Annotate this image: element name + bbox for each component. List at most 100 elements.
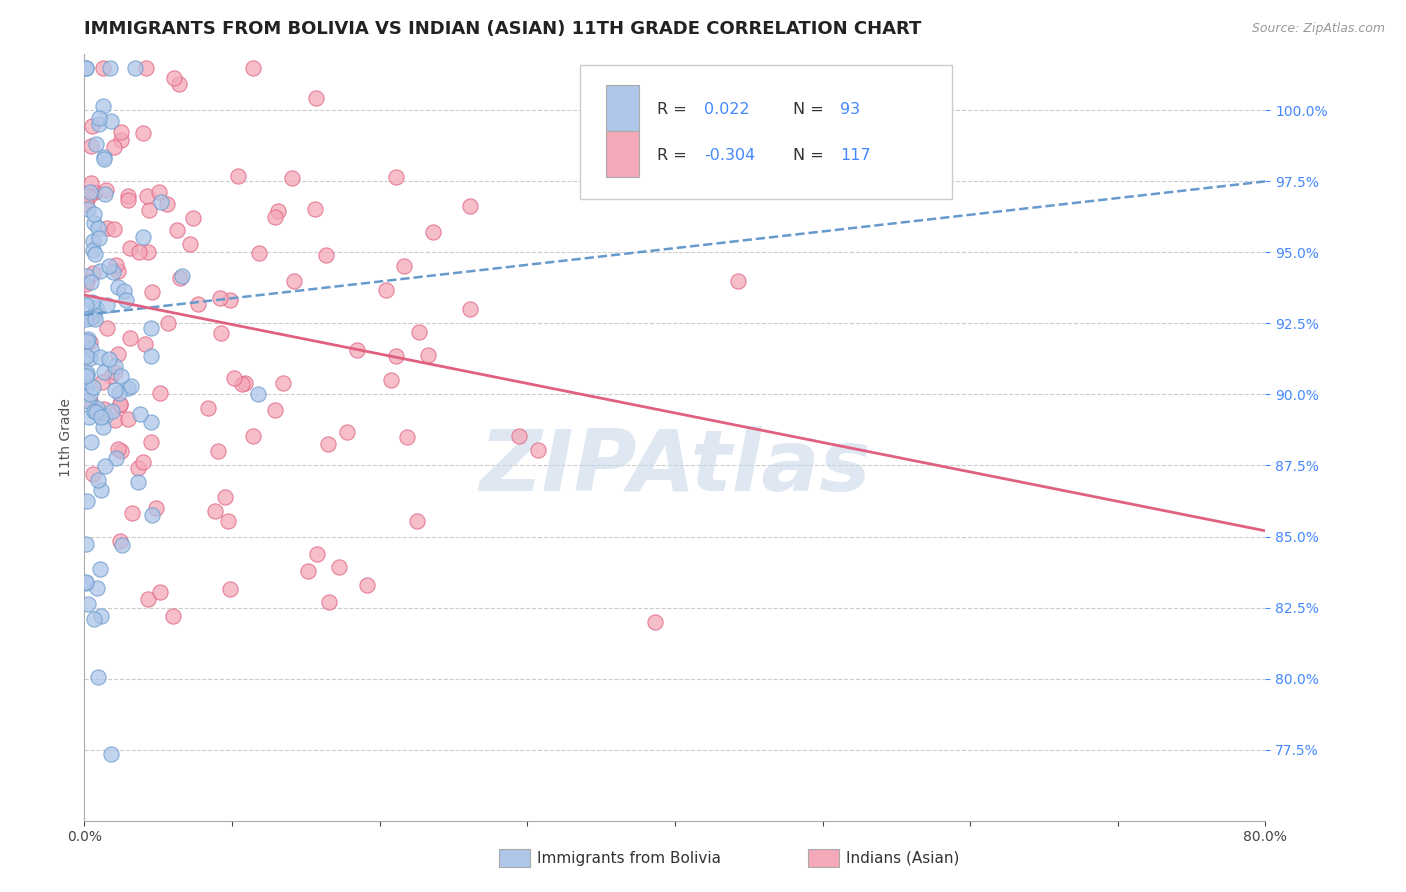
Point bbox=[87, 111, 110, 125]
Point bbox=[75, 61, 97, 75]
Point bbox=[104, 384, 127, 398]
Point bbox=[76, 274, 98, 288]
Point bbox=[124, 61, 146, 75]
Point bbox=[527, 443, 550, 458]
Point bbox=[87, 473, 110, 487]
Point bbox=[77, 394, 100, 409]
Point bbox=[141, 350, 163, 364]
Point bbox=[416, 348, 439, 362]
Point bbox=[336, 425, 359, 440]
Point bbox=[460, 199, 482, 213]
Point bbox=[281, 170, 304, 185]
Point bbox=[107, 442, 129, 456]
Point bbox=[87, 670, 110, 684]
Point bbox=[75, 277, 97, 291]
Point bbox=[121, 506, 143, 520]
Point bbox=[103, 412, 125, 426]
Point bbox=[141, 285, 163, 299]
Point bbox=[380, 373, 402, 387]
Text: N =: N = bbox=[793, 102, 824, 117]
Point bbox=[187, 296, 209, 310]
Point bbox=[110, 126, 132, 140]
Point bbox=[139, 434, 162, 449]
Point bbox=[75, 380, 97, 394]
Point bbox=[104, 450, 127, 465]
Point bbox=[316, 437, 339, 451]
Point bbox=[96, 320, 118, 334]
Point bbox=[112, 284, 135, 298]
Point bbox=[84, 301, 107, 315]
Point bbox=[79, 351, 101, 366]
Point bbox=[110, 369, 132, 384]
Point bbox=[98, 351, 121, 366]
Point bbox=[83, 185, 105, 199]
Point bbox=[76, 367, 98, 381]
Point bbox=[231, 376, 253, 391]
Point bbox=[266, 203, 288, 218]
Text: 117: 117 bbox=[841, 148, 870, 163]
Point bbox=[82, 467, 104, 481]
Point bbox=[396, 430, 419, 444]
Point bbox=[82, 244, 104, 258]
Point bbox=[89, 351, 111, 365]
Point bbox=[346, 343, 368, 357]
Text: Immigrants from Bolivia: Immigrants from Bolivia bbox=[537, 851, 721, 865]
Point bbox=[167, 77, 190, 91]
Text: IMMIGRANTS FROM BOLIVIA VS INDIAN (ASIAN) 11TH GRADE CORRELATION CHART: IMMIGRANTS FROM BOLIVIA VS INDIAN (ASIAN… bbox=[84, 21, 922, 38]
Point bbox=[117, 188, 139, 202]
Point bbox=[76, 332, 98, 346]
Point bbox=[305, 548, 328, 562]
Point bbox=[79, 387, 101, 401]
Point bbox=[226, 169, 249, 183]
Point bbox=[208, 291, 231, 305]
Point bbox=[75, 196, 97, 211]
Point bbox=[141, 508, 163, 522]
Point bbox=[86, 220, 108, 235]
Point bbox=[93, 152, 115, 166]
Point bbox=[305, 91, 328, 105]
Point bbox=[384, 349, 406, 363]
Point bbox=[374, 283, 396, 297]
Point bbox=[242, 429, 264, 443]
Point bbox=[197, 401, 219, 415]
Point bbox=[328, 560, 350, 574]
Point bbox=[100, 747, 122, 761]
Point bbox=[91, 61, 114, 75]
Point bbox=[131, 229, 153, 244]
Point bbox=[163, 70, 186, 85]
Point bbox=[75, 537, 97, 551]
Point bbox=[263, 211, 285, 225]
Point bbox=[76, 493, 98, 508]
Point bbox=[76, 192, 98, 206]
Point bbox=[75, 350, 97, 364]
Point bbox=[75, 298, 97, 312]
Point bbox=[96, 298, 118, 312]
Text: 93: 93 bbox=[841, 102, 860, 117]
Point bbox=[219, 293, 242, 308]
Point bbox=[105, 258, 128, 272]
Point bbox=[107, 264, 129, 278]
Point bbox=[217, 514, 239, 528]
Point bbox=[84, 137, 107, 152]
Point bbox=[93, 402, 115, 417]
Point bbox=[80, 139, 103, 153]
Point bbox=[87, 117, 110, 131]
FancyBboxPatch shape bbox=[606, 85, 640, 131]
Point bbox=[75, 368, 97, 383]
Point bbox=[139, 415, 162, 429]
Point bbox=[110, 133, 132, 147]
Point bbox=[263, 403, 285, 417]
Point bbox=[86, 401, 108, 416]
Point bbox=[127, 475, 149, 489]
Point bbox=[108, 397, 131, 411]
Point bbox=[135, 61, 157, 75]
Point bbox=[76, 334, 98, 349]
Point bbox=[75, 575, 97, 590]
Text: 0.022: 0.022 bbox=[704, 102, 749, 117]
Text: Indians (Asian): Indians (Asian) bbox=[846, 851, 960, 865]
Point bbox=[100, 368, 122, 383]
Point bbox=[104, 365, 127, 379]
Point bbox=[94, 186, 117, 201]
Point bbox=[79, 185, 101, 199]
Text: Source: ZipAtlas.com: Source: ZipAtlas.com bbox=[1251, 22, 1385, 36]
